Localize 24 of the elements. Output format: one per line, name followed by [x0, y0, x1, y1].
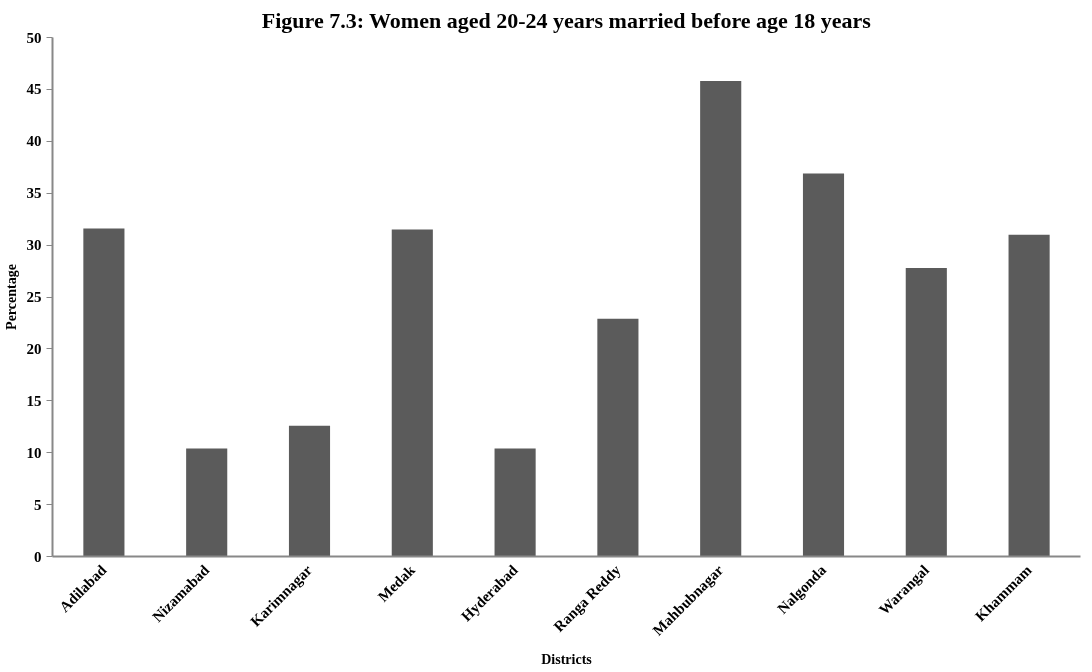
x-axis-title: Districts: [541, 652, 593, 668]
y-tick-label: 50: [26, 29, 42, 46]
chart-title: Figure 7.3: Women aged 20-24 years married before age 18 years: [261, 7, 872, 33]
y-tick-label: 25: [26, 289, 42, 305]
y-axis-title: Percentage: [3, 264, 19, 330]
bar: [494, 448, 536, 557]
y-tick-label: 10: [26, 444, 42, 461]
bar: [597, 318, 639, 557]
y-tick-label: 5: [34, 496, 42, 513]
bar: [905, 267, 947, 557]
y-tick-label: 30: [26, 237, 42, 254]
y-tick-label: 40: [26, 133, 42, 150]
y-tick-label: 45: [26, 81, 42, 98]
y-tick-label: 0: [34, 548, 42, 565]
bar: [288, 425, 331, 557]
bar: [700, 81, 742, 557]
y-tick-label: 35: [26, 185, 42, 202]
bar: [186, 448, 228, 557]
bar: [391, 229, 433, 557]
bar: [802, 173, 845, 557]
bar: [1008, 234, 1050, 557]
y-tick-label: 20: [26, 340, 42, 357]
bar: [83, 228, 125, 557]
y-tick-label: 15: [26, 392, 42, 409]
